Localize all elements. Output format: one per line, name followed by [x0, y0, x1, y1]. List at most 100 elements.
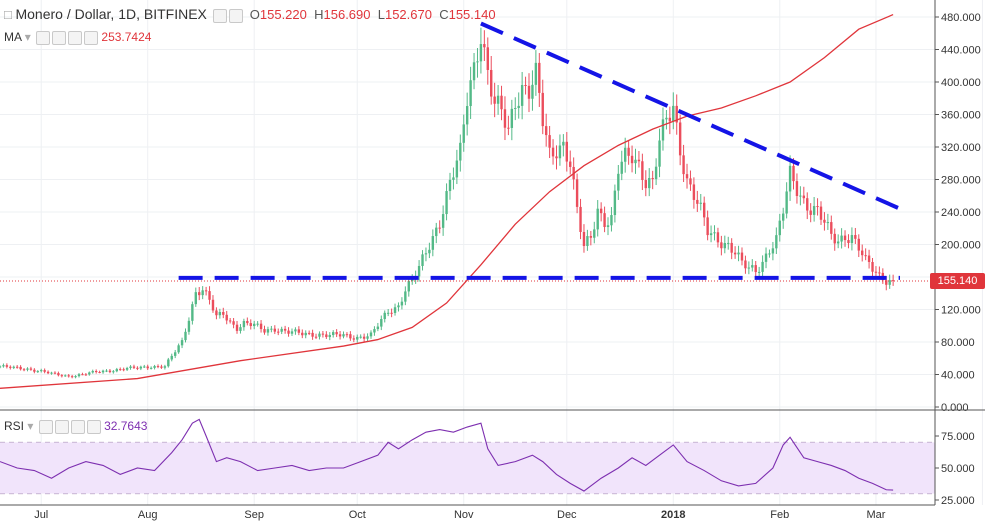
candle — [235, 320, 239, 334]
candle — [472, 53, 476, 90]
candle — [483, 30, 486, 61]
candle-body — [263, 329, 266, 333]
candle — [12, 365, 15, 370]
candle-body — [70, 376, 74, 378]
candle-body — [411, 278, 414, 282]
candle-body — [843, 235, 847, 241]
candle — [280, 326, 283, 335]
settings-icon[interactable] — [52, 30, 67, 45]
candle-body — [593, 229, 596, 238]
candle — [404, 286, 407, 306]
candle — [840, 228, 843, 249]
price-tick-label: 200.000 — [941, 240, 981, 252]
candle — [201, 286, 204, 300]
collapse-icon[interactable]: □ — [4, 7, 12, 22]
candle-body — [146, 366, 149, 369]
candle-body — [665, 117, 668, 120]
candle — [812, 196, 816, 222]
candle — [36, 370, 39, 373]
price-tick-label: 80.000 — [941, 337, 975, 349]
candle-body — [795, 181, 799, 197]
price-tick-label: 40.000 — [941, 370, 975, 382]
add-icon[interactable] — [70, 419, 85, 434]
close-icon[interactable] — [84, 30, 99, 45]
candle-body — [854, 235, 857, 239]
candle — [654, 158, 658, 186]
settings-icon[interactable] — [228, 8, 243, 23]
candle-body — [730, 242, 733, 253]
candle — [555, 145, 558, 170]
price-tick-label: 400.000 — [941, 77, 981, 89]
price-tick-label: 120.000 — [941, 305, 981, 317]
candle-body — [280, 328, 283, 332]
candle — [256, 321, 259, 327]
candle-body — [696, 199, 699, 204]
candle — [105, 369, 108, 373]
candle-body — [459, 142, 462, 161]
candle — [242, 318, 246, 331]
eye-icon[interactable] — [36, 30, 51, 45]
candle — [723, 235, 727, 254]
candle-body — [520, 85, 524, 106]
candle — [857, 234, 860, 258]
candle — [850, 227, 854, 251]
candle — [390, 308, 393, 318]
dropdown-icon[interactable]: ▾ — [24, 30, 31, 44]
candle — [228, 318, 232, 324]
candle — [634, 148, 637, 174]
candle-body — [294, 329, 297, 332]
candle — [204, 286, 208, 296]
candle-body — [383, 312, 386, 320]
candle — [338, 331, 342, 340]
candle-body — [812, 206, 816, 215]
rsi-legend-label[interactable]: RSI — [4, 419, 25, 433]
candle — [713, 225, 716, 241]
candle — [91, 369, 94, 374]
eye-icon[interactable] — [38, 419, 53, 434]
eye-icon[interactable] — [212, 8, 227, 23]
price-tick-label: 440.000 — [941, 45, 981, 57]
candle-body — [417, 265, 421, 277]
candle-body — [603, 213, 606, 228]
candle-body — [67, 375, 70, 377]
settings-icon[interactable] — [54, 419, 69, 434]
candle — [373, 326, 376, 336]
candle-body — [555, 156, 558, 159]
candle — [428, 242, 431, 259]
candle — [366, 333, 369, 342]
candle — [582, 224, 586, 253]
rsi-band-fill — [0, 442, 935, 494]
price-tick-label: 280.000 — [941, 175, 981, 187]
candle — [452, 167, 455, 190]
candle — [101, 369, 105, 374]
candle — [702, 196, 706, 226]
candle-body — [637, 159, 641, 162]
candle-body — [706, 217, 709, 236]
candle-body — [194, 292, 198, 305]
candle-body — [476, 61, 479, 63]
candle — [438, 220, 441, 234]
symbol-title[interactable]: Monero / Dollar, 1D, BITFINEX — [15, 6, 207, 22]
dropdown-icon[interactable]: ▾ — [27, 419, 34, 433]
candle-body — [579, 206, 582, 232]
candle-body — [802, 195, 806, 199]
candle-body — [235, 324, 239, 331]
candle — [383, 310, 386, 323]
candle — [864, 248, 867, 261]
candle — [706, 210, 709, 241]
price-candles — [0, 27, 895, 379]
candle — [50, 371, 53, 375]
candle-body — [153, 366, 156, 368]
close-icon[interactable] — [86, 419, 101, 434]
candle — [816, 198, 819, 216]
candle — [359, 334, 362, 339]
candle-body — [448, 179, 452, 192]
candle-body — [139, 366, 143, 369]
candle-body — [517, 105, 520, 108]
candle — [778, 213, 781, 242]
candle — [232, 318, 235, 329]
add-icon[interactable] — [68, 30, 83, 45]
candle — [514, 97, 517, 121]
ma-legend-label[interactable]: MA — [4, 30, 22, 44]
